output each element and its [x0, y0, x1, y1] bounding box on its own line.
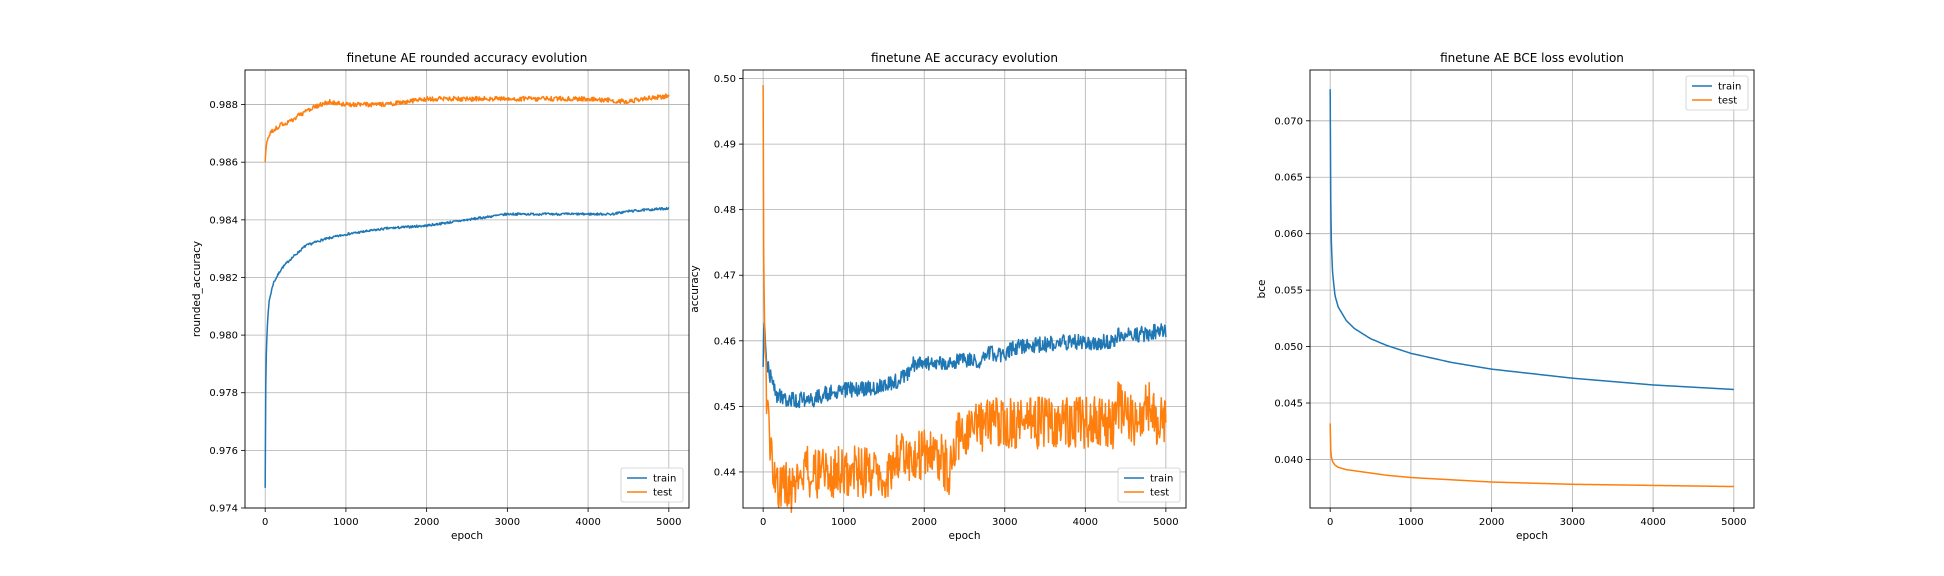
x-tick-label: 5000: [1153, 517, 1178, 528]
series-line-train: [264, 206, 670, 488]
series-line-train: [1329, 89, 1734, 391]
y-tick-label: 0.055: [1274, 286, 1303, 297]
legend-label-test: test: [1150, 488, 1169, 499]
y-tick-label: 0.988: [209, 100, 238, 111]
x-tick-label: 2000: [414, 517, 439, 528]
y-tick-label: 0.48: [714, 205, 736, 216]
x-tick-label: 2000: [912, 517, 937, 528]
y-tick-label: 0.976: [209, 446, 238, 457]
x-tick-label: 4000: [1073, 517, 1098, 528]
legend-label-test: test: [1718, 96, 1737, 107]
x-tick-label: 0: [1327, 517, 1333, 528]
y-tick-label: 0.46: [714, 336, 736, 347]
y-axis-label: accuracy: [689, 265, 701, 312]
y-tick-label: 0.44: [714, 467, 736, 478]
y-tick-label: 0.50: [714, 74, 736, 85]
y-tick-label: 0.060: [1274, 229, 1303, 240]
x-axis-label: epoch: [451, 530, 483, 542]
x-tick-label: 1000: [831, 517, 856, 528]
x-tick-label: 0: [760, 517, 766, 528]
y-tick-label: 0.986: [209, 158, 238, 169]
legend-label-train: train: [1150, 474, 1173, 485]
x-tick-label: 3000: [1560, 517, 1585, 528]
legend-label-train: train: [653, 474, 676, 485]
legend: train test: [1117, 467, 1181, 503]
y-tick-label: 0.982: [209, 273, 238, 284]
legend-label-test: test: [653, 488, 672, 499]
legend: train test: [620, 467, 684, 503]
x-tick-label: 3000: [495, 517, 520, 528]
legend-box: [620, 467, 684, 503]
legend-box: [1117, 467, 1181, 503]
legend: train test: [1685, 75, 1749, 111]
series-line-train: [762, 322, 1167, 409]
x-axis-label: epoch: [1516, 530, 1548, 542]
chart-panel-3: 0 1000 2000 3000 4000 5000 0.040 0.045 0.050 0.05…: [1256, 51, 1755, 542]
x-tick-label: 5000: [1721, 517, 1746, 528]
legend-label-train: train: [1718, 82, 1741, 93]
y-tick-label: 0.050: [1274, 342, 1303, 353]
x-tick-label: 3000: [992, 517, 1017, 528]
y-tick-label: 0.47: [714, 271, 736, 282]
x-tick-label: 2000: [1479, 517, 1504, 528]
chart-title: finetune AE BCE loss evolution: [1440, 51, 1624, 65]
y-tick-label: 0.45: [714, 402, 736, 413]
plot-frame: [742, 69, 1187, 509]
chart-title: finetune AE rounded accuracy evolution: [347, 51, 588, 65]
y-axis-label: rounded_accuracy: [191, 241, 203, 337]
y-axis-label: bce: [1256, 280, 1268, 299]
legend-box: [1685, 75, 1749, 111]
y-tick-label: 0.974: [209, 504, 238, 515]
y-tick-label: 0.980: [209, 331, 238, 342]
y-tick-label: 0.040: [1274, 455, 1303, 466]
x-tick-label: 5000: [656, 517, 681, 528]
plot-frame: [244, 69, 690, 509]
chart-panel-2: 0 1000 2000 3000 4000 5000 0.44 0.45 0.46 0.47 0.4…: [689, 51, 1187, 542]
chart-panel-1: 0 1000 2000 3000 4000 5000 0.974 0.976 0.978 0.98…: [191, 51, 690, 542]
y-tick-label: 0.070: [1274, 116, 1303, 127]
y-tick-label: 0.984: [209, 215, 238, 226]
x-tick-label: 4000: [1640, 517, 1665, 528]
y-tick-label: 0.065: [1274, 173, 1303, 184]
series-line-test: [762, 85, 1167, 514]
series-line-test: [264, 93, 670, 163]
chart-title: finetune AE accuracy evolution: [871, 51, 1058, 65]
y-tick-label: 0.49: [714, 140, 736, 151]
y-tick-label: 0.978: [209, 388, 238, 399]
x-tick-label: 1000: [1398, 517, 1423, 528]
x-tick-label: 1000: [333, 517, 358, 528]
plot-frame: [1309, 69, 1755, 509]
y-tick-label: 0.045: [1274, 399, 1303, 410]
x-tick-label: 0: [262, 517, 268, 528]
x-axis-label: epoch: [949, 530, 981, 542]
series-line-test: [1329, 423, 1734, 488]
x-tick-label: 4000: [575, 517, 600, 528]
